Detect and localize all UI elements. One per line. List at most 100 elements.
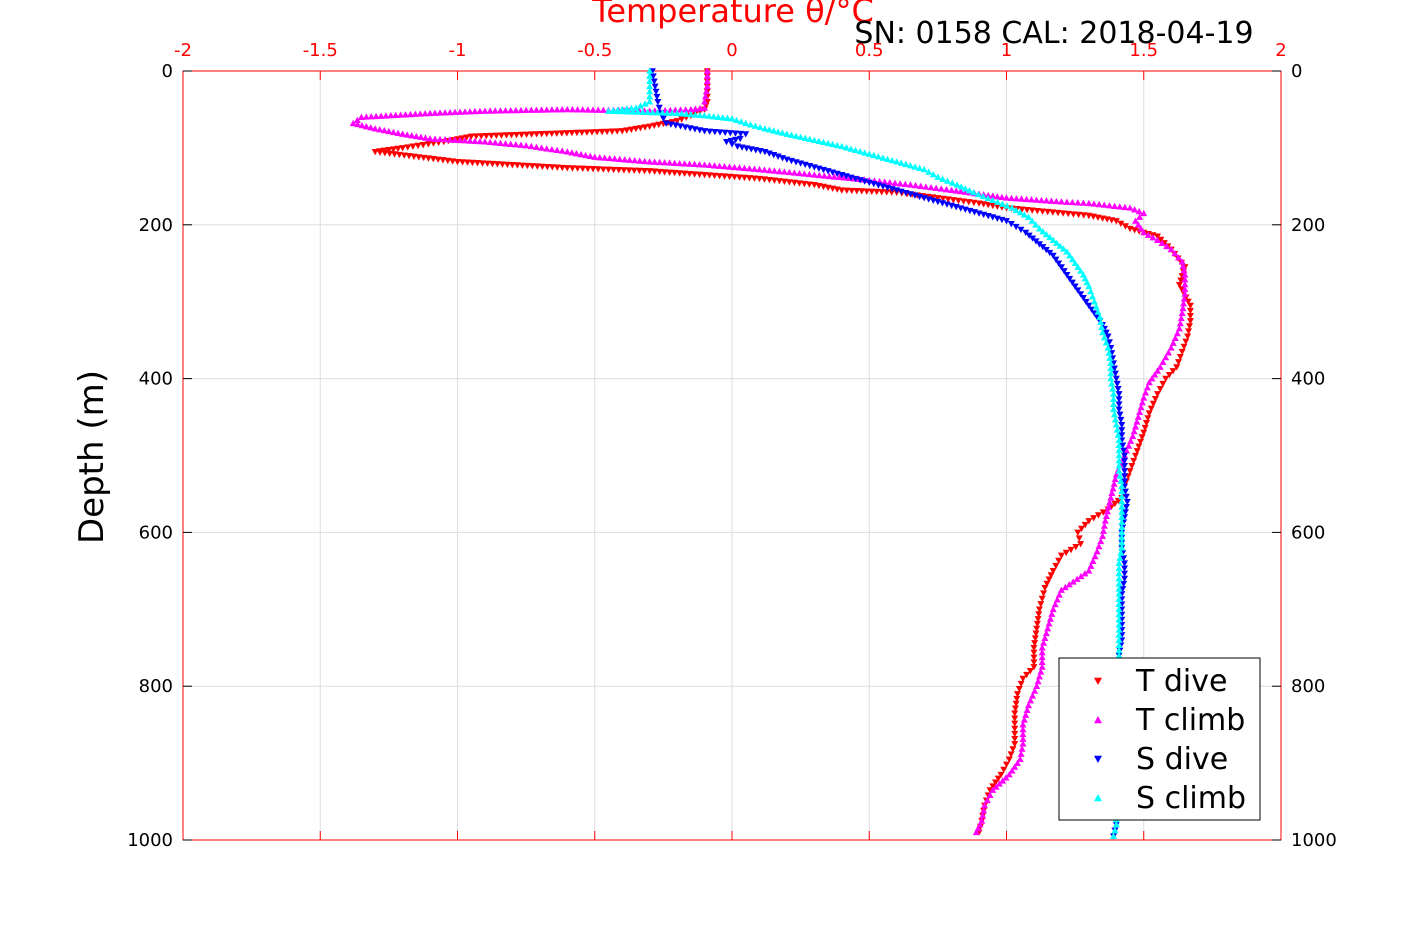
- data-point: [1077, 572, 1085, 580]
- data-point: [686, 160, 694, 167]
- data-point: [863, 188, 871, 195]
- data-point: [473, 160, 481, 167]
- data-point: [353, 116, 361, 124]
- data-point: [737, 130, 745, 138]
- data-point: [830, 173, 838, 180]
- data-point: [770, 127, 778, 134]
- data-point: [588, 129, 596, 136]
- data-point: [1115, 616, 1123, 623]
- data-point: [1024, 701, 1032, 709]
- data-point: [696, 104, 704, 112]
- data-point: [1126, 468, 1134, 475]
- data-point: [735, 164, 743, 171]
- data-point: [1033, 625, 1041, 633]
- data-point: [1178, 258, 1186, 265]
- data-point: [1088, 306, 1096, 313]
- data-point: [472, 133, 480, 140]
- y-tick-label-right: 400: [1291, 369, 1325, 390]
- data-point: [751, 122, 759, 129]
- data-point: [1131, 206, 1139, 213]
- data-point: [745, 175, 753, 182]
- data-point: [411, 110, 419, 117]
- data-point: [1077, 541, 1085, 548]
- data-point: [431, 135, 439, 142]
- data-point: [714, 113, 722, 120]
- chart-title: SN: 0158 CAL: 2018-04-19: [854, 16, 1253, 51]
- data-point: [1033, 682, 1041, 689]
- data-point: [681, 124, 689, 131]
- data-point: [1017, 680, 1025, 688]
- data-point: [1007, 751, 1015, 758]
- data-point: [1081, 521, 1089, 529]
- data-point: [1107, 359, 1115, 367]
- data-point: [954, 197, 962, 205]
- data-point: [780, 178, 788, 185]
- data-point: [989, 196, 997, 203]
- data-point: [1003, 761, 1010, 768]
- data-point: [655, 104, 663, 112]
- data-point: [527, 106, 535, 113]
- data-point: [496, 139, 504, 146]
- data-point: [1012, 700, 1020, 708]
- data-point: [868, 188, 876, 195]
- data-point: [367, 124, 375, 131]
- data-point: [992, 779, 1000, 786]
- data-point: [1096, 313, 1104, 320]
- data-point: [1136, 438, 1144, 446]
- data-point: [458, 159, 466, 166]
- data-point: [553, 106, 561, 113]
- data-point: [1110, 480, 1118, 487]
- data-point: [691, 160, 699, 168]
- data-point: [1005, 756, 1013, 763]
- data-point: [654, 98, 662, 106]
- data-point: [1121, 488, 1129, 495]
- data-point: [1105, 503, 1113, 510]
- data-point: [1121, 478, 1129, 485]
- data-point: [1157, 236, 1165, 244]
- data-point: [1115, 467, 1123, 474]
- data-point: [795, 169, 803, 177]
- data-point: [482, 133, 490, 140]
- data-point: [891, 179, 899, 186]
- data-point: [916, 164, 924, 171]
- data-point: [1114, 431, 1122, 438]
- data-point: [532, 143, 540, 150]
- data-point: [1112, 421, 1120, 428]
- data-point: [456, 108, 464, 115]
- data-point: [747, 121, 755, 128]
- data-point: [911, 163, 919, 170]
- data-point: [538, 144, 546, 151]
- data-point: [1162, 353, 1170, 361]
- data-point: [896, 180, 904, 187]
- data-point: [1118, 528, 1126, 536]
- data-point: [1019, 740, 1027, 747]
- data-point: [466, 137, 474, 144]
- data-point: [1055, 591, 1063, 598]
- data-point: [1111, 500, 1119, 508]
- x-tick-label: -0.5: [577, 40, 612, 61]
- data-point: [646, 98, 654, 105]
- data-point: [1038, 658, 1046, 665]
- data-point: [399, 130, 407, 137]
- data-point: [1049, 236, 1057, 243]
- data-point: [706, 128, 714, 135]
- data-point: [783, 130, 791, 137]
- data-point: [1019, 735, 1027, 742]
- data-point: [983, 796, 991, 804]
- data-point: [601, 154, 609, 161]
- data-point: [842, 144, 850, 151]
- data-point: [591, 153, 599, 160]
- data-point: [635, 167, 643, 175]
- data-point: [1115, 462, 1123, 469]
- data-point: [927, 184, 935, 191]
- data-point: [1142, 420, 1150, 427]
- data-point: [677, 106, 685, 113]
- data-point: [1102, 329, 1110, 336]
- data-point: [829, 140, 837, 148]
- data-point: [765, 176, 773, 184]
- data-point: [805, 181, 813, 188]
- data-point: [656, 158, 664, 166]
- data-point: [1115, 396, 1123, 403]
- data-point: [1169, 368, 1177, 375]
- data-point: [1118, 539, 1126, 546]
